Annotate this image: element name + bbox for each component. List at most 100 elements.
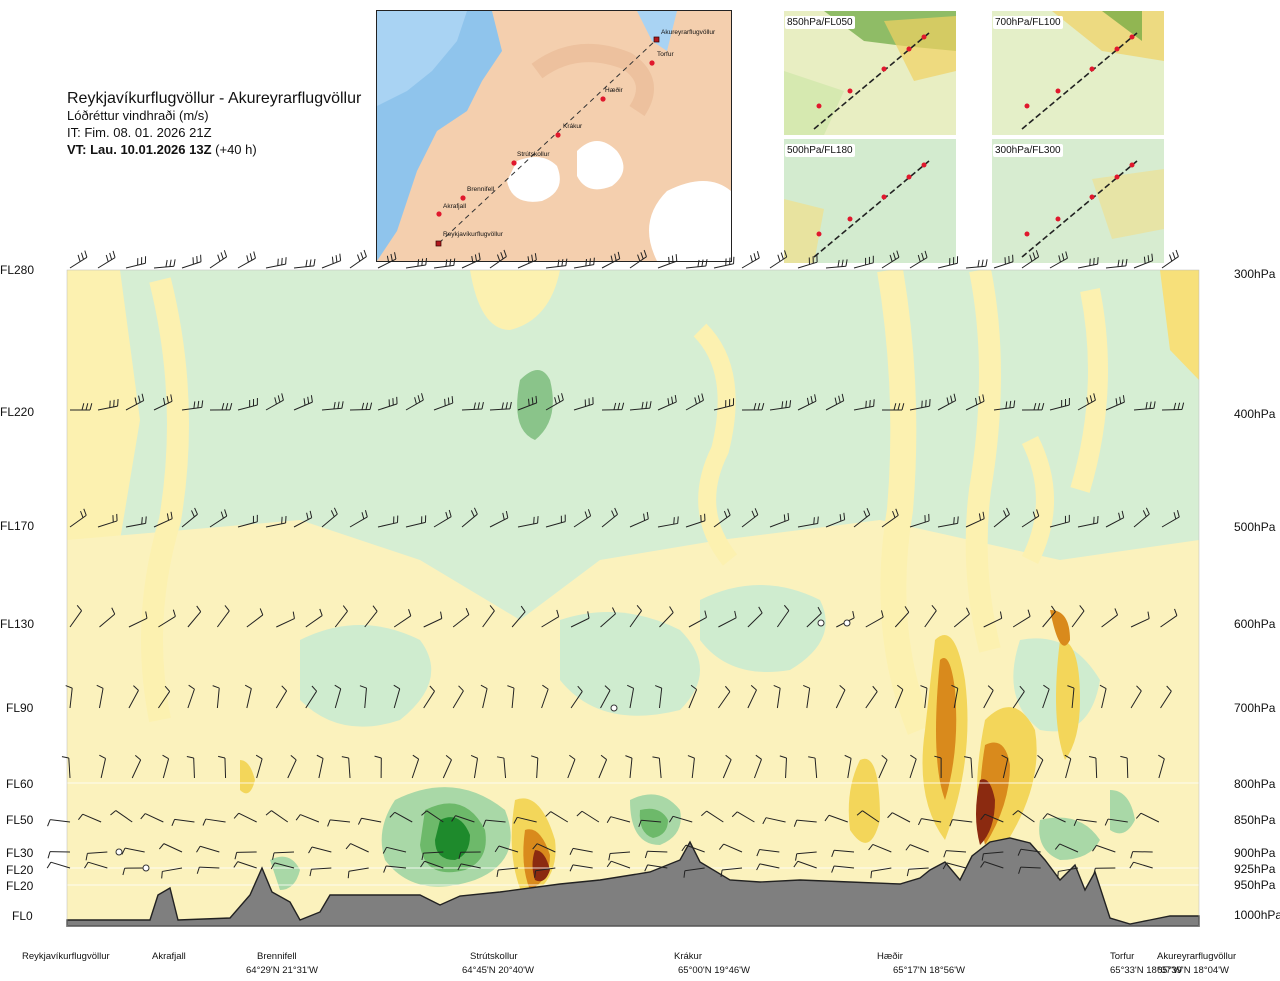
wind-barb-feather [85,403,89,411]
wind-barb-feather [444,398,446,406]
wind-barb [364,611,378,628]
wind-barb [1101,614,1118,628]
wind-barb-feather [1051,605,1056,612]
wind-barb-feather [577,685,583,692]
wind-barb-feather [557,395,561,403]
wind-barb-feather [193,401,196,409]
wind-barb-feather [810,395,813,404]
wind-barb-feather [773,684,781,689]
wind-barb-feather [1086,397,1089,405]
wind-barb [433,264,454,269]
wind-barb [1033,759,1044,779]
wind-barb-feather [457,863,462,871]
wind-barb [265,263,286,269]
wind-barb-feather [1176,510,1180,518]
fl-label-800: FL60 [6,777,34,791]
wind-barb-feather [274,397,277,405]
wind-barb-feather [600,754,607,760]
wind-barb-feather [783,604,790,611]
wind-barb-feather [309,259,312,267]
wind-barb-feather [1037,402,1041,411]
wind-barb [305,690,318,709]
wind-barb-feather [473,507,478,515]
wind-barb-feather [333,401,336,410]
wind-barb [511,611,526,628]
wind-barb [287,759,297,779]
wind-barb [536,843,556,853]
wind-barb [423,618,442,628]
wind-barb [1012,691,1025,709]
wind-barb [1077,399,1096,411]
waypoint-strutskollur-coord: 64°45'N 20°40'W [462,965,534,976]
thumbnail-850[interactable]: 850hPa/FL050 [784,11,956,135]
wind-barb-feather [614,507,618,515]
wind-barb-feather [429,685,435,692]
wind-barb [69,688,73,709]
wind-barb-feather [731,811,738,818]
wind-barb-feather [249,253,253,261]
wind-barb-feather [750,685,757,691]
wind-barb [1012,615,1031,628]
wind-barb [567,759,576,779]
wind-barb-feather [77,813,84,821]
wind-barb-feather [803,684,810,689]
wind-barb-feather [897,403,901,411]
wind-barb-feather [77,254,81,262]
wind-barb-feather [957,516,959,524]
wind-barb [482,610,495,628]
wind-barb [393,688,401,709]
wind-barb [158,615,176,628]
wind-barb-feather [158,843,165,850]
wind-barb-feather [934,755,942,759]
wind-barb [658,688,663,709]
wind-barb [545,399,564,411]
fl-label-700: FL90 [6,701,34,715]
waypoint-haedir-coord: 65°17'N 18°56'W [893,965,965,976]
wind-barb-feather [621,402,625,410]
wind-barb [722,759,732,779]
wind-barb-feather [1145,401,1148,410]
wind-barb [853,262,874,269]
wind-barb-feather [140,813,146,820]
hpa-label-950: 950hPa [1234,878,1276,892]
wind-barb [965,518,985,528]
wind-barb-feather [233,812,240,819]
waypoint-brennifell: Brennifell [257,951,297,962]
wind-barb-feather [165,259,168,268]
wind-barb-feather [89,403,93,411]
wind-barb [1158,758,1165,779]
wind-barb [747,689,757,709]
wind-barb-feather [170,511,173,519]
wind-barb [498,845,519,853]
wind-barb-feather [701,810,707,817]
wind-barb-feather [513,817,518,824]
wind-barb [348,867,369,872]
valid-offset: (+40 h) [215,142,257,157]
wind-barb-feather [233,861,239,868]
thumbnail-500[interactable]: 500hPa/FL180 [784,139,956,263]
fl-label-600: FL130 [0,617,35,631]
route-map[interactable]: Akureyrarflugvöllur Torfur Hæðir Krákur … [376,10,732,262]
wind-barb [924,610,937,628]
thumbnail-300[interactable]: 300hPa/FL300 [992,139,1164,263]
header: Reykjavíkurflugvöllur - Akureyrarflugvöl… [67,90,361,158]
thumbnail-700[interactable]: 700hPa/FL100 [992,11,1164,135]
wind-barb [1049,404,1070,411]
valid-time: VT: Lau. 10.01.2026 13Z (+40 h) [67,141,361,158]
wind-barb [131,759,142,779]
hpa-label-500: 500hPa [1234,520,1276,534]
wind-barb-feather [906,869,910,877]
wind-barb [1047,813,1066,823]
wind-barb-feather [694,397,697,405]
waypoint-reykjavik: Reykjavíkurflugvöllur [22,951,110,962]
wind-barb [825,265,846,269]
wind-barb [570,691,583,709]
wind-barb [713,514,731,528]
wind-barb-feather [121,847,126,855]
wind-barb [747,612,763,628]
wind-barb-feather [611,510,615,518]
wind-barb [498,867,519,871]
wind-barb [1002,758,1009,779]
wind-barb [937,522,958,528]
wind-barb-feather [576,810,583,817]
